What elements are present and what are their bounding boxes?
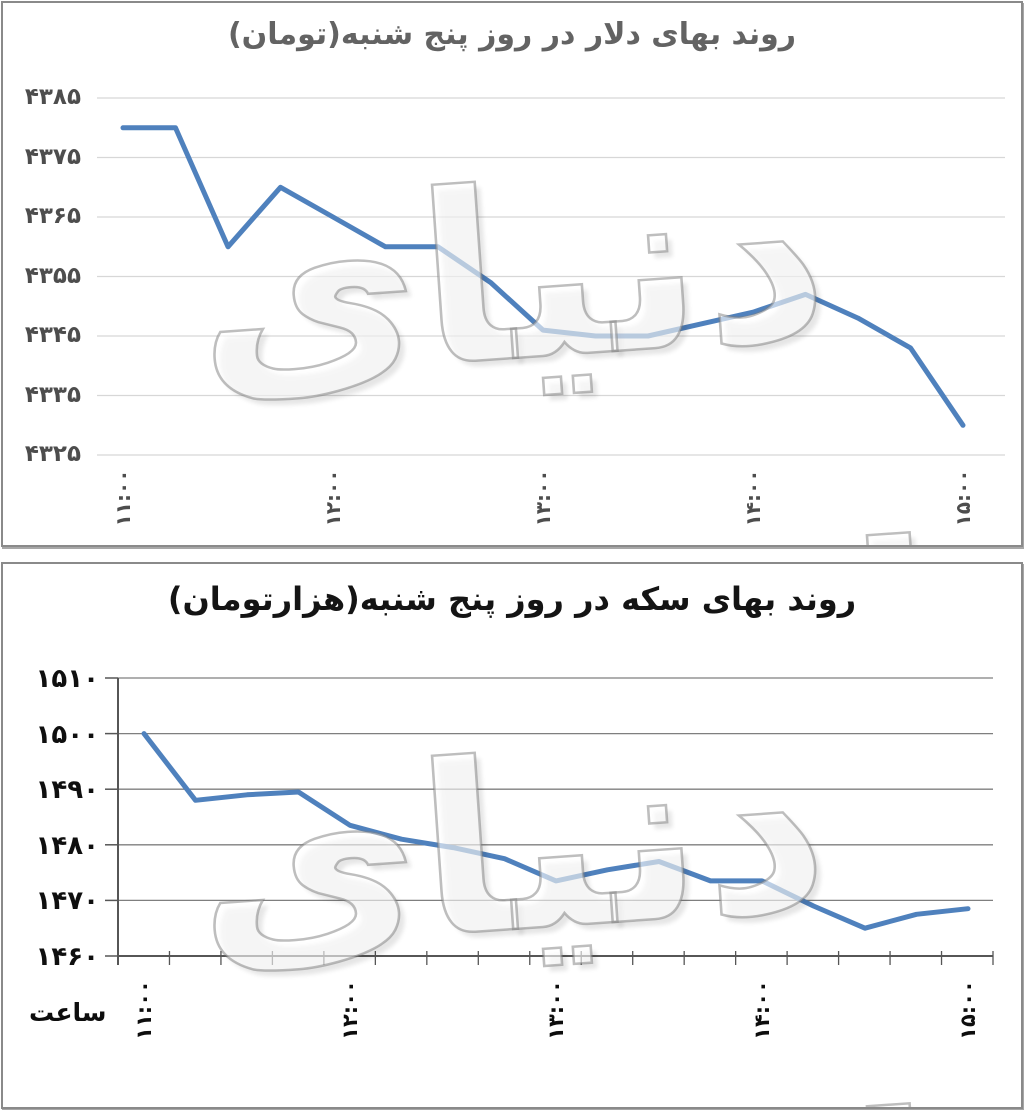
y-tick-label: ۱۴۷۰	[35, 886, 99, 917]
y-tick-label: ۴۳۲۵	[24, 441, 81, 467]
y-tick-label: ۱۴۸۰	[35, 830, 99, 861]
y-tick-label: ۱۵۰۰	[35, 719, 99, 750]
y-tick-label: ۴۳۵۵	[24, 262, 81, 289]
coin-chart-panel: ۱۵۱۰ ۱۵۰۰ ۱۴۹۰ ۱۴۸۰ ۱۴۷۰ ۱۴۶۰ ۱۱:۰۰ ۱۲:۰۰ ۱۳:۰۰…	[1, 562, 1023, 1109]
x-tick-label: ۱۱:۰۰	[111, 469, 135, 527]
y-tick-label: ۴۳۳۵	[24, 381, 81, 408]
y-tick-label: ۴۳۴۵	[24, 322, 81, 348]
x-axis-title-hour: ساعت	[29, 998, 107, 1027]
x-tick-label: ۱۲:۰۰	[321, 469, 345, 527]
y-tick-label: ۴۳۷۵	[24, 143, 81, 170]
y-tick-label: ۴۳۸۵	[24, 84, 81, 110]
coin-line-chart	[105, 677, 994, 965]
x-tick-label: ۱۵:۰۰	[951, 469, 975, 527]
y-tick-label: ۱۴۹۰	[35, 775, 99, 806]
coin-price-series-line	[141, 731, 971, 931]
y-tick-label: ۴۳۶۵	[24, 203, 81, 229]
x-tick-label: ۱۵:۰۰	[956, 980, 980, 1040]
x-tick-label: ۱۴:۰۰	[750, 980, 774, 1040]
x-tick-label: ۱۲:۰۰	[338, 980, 362, 1040]
coin-chart-title: روند بهای سکه در روز پنج شنبه(هزارتومان)	[167, 580, 857, 618]
y-tick-label: ۱۵۱۰	[35, 664, 99, 694]
x-tick-label: ۱۳:۰۰	[544, 980, 568, 1040]
dollar-line-chart	[97, 97, 1005, 456]
dollar-chart-title: روند بهای دلار در روز پنج شنبه(تومان)	[227, 17, 797, 52]
x-tick-label: ۱۴:۰۰	[741, 469, 765, 527]
dollar-chart-panel: ۴۳۸۵ ۴۳۷۵ ۴۳۶۵ ۴۳۵۵ ۴۳۴۵ ۴۳۳۵ ۴۳۲۵ ۱۱:۰۰ ۱۲:۰۰ ۱…	[1, 1, 1023, 547]
x-tick-label: ۱۱:۰۰	[132, 980, 156, 1040]
dollar-price-series-line	[120, 125, 966, 428]
x-tick-label: ۱۳:۰۰	[531, 469, 555, 527]
y-tick-label: ۱۴۶۰	[35, 942, 99, 972]
